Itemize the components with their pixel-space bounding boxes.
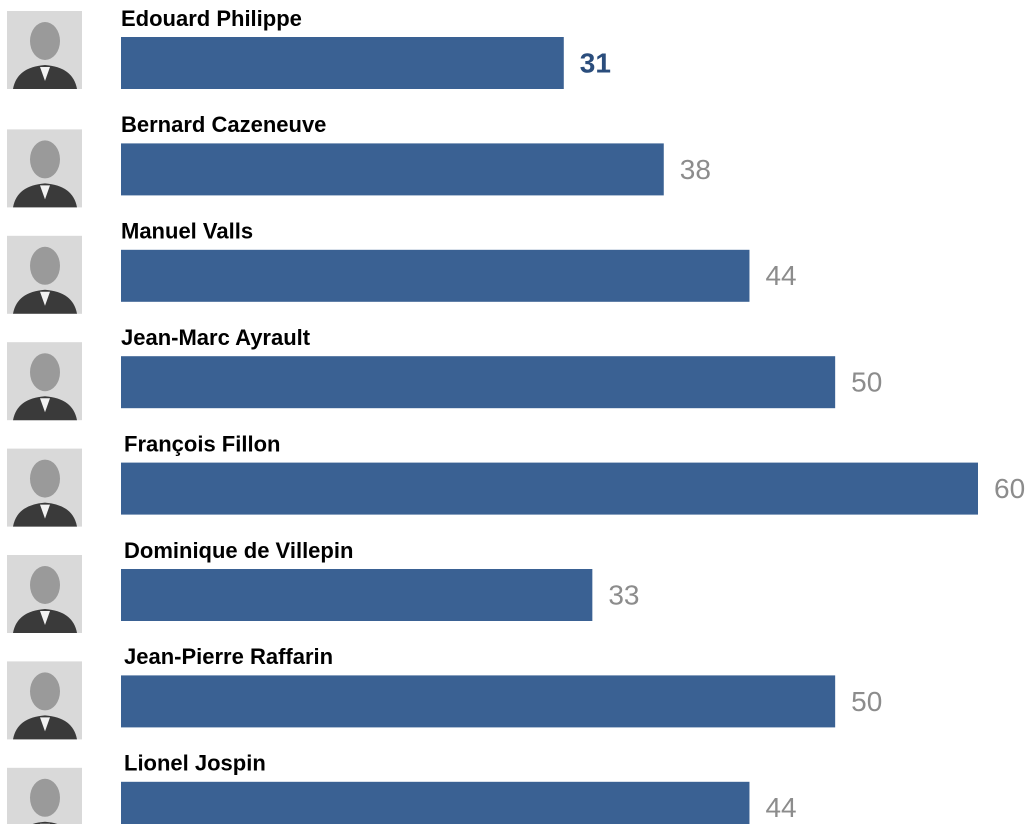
value-label: 50 <box>851 367 882 398</box>
portrait <box>7 767 82 824</box>
value-label: 44 <box>765 260 796 291</box>
portrait <box>7 661 82 740</box>
bar <box>121 675 836 728</box>
portrait <box>7 555 82 633</box>
candidate-name: Dominique de Villepin <box>124 538 353 563</box>
bar <box>121 143 664 196</box>
bar <box>121 569 593 621</box>
candidate-name: Edouard Philippe <box>121 6 302 31</box>
candidate-name: Jean-Marc Ayrault <box>121 325 311 350</box>
value-label: 33 <box>608 579 639 610</box>
bar <box>121 781 750 824</box>
candidate-name: François Fillon <box>124 431 280 456</box>
candidate-name: Manuel Valls <box>121 219 253 244</box>
value-label: 50 <box>851 686 882 717</box>
bar <box>121 249 750 302</box>
bar <box>121 356 836 409</box>
value-label: 31 <box>580 47 611 78</box>
portrait <box>7 235 82 314</box>
candidate-name: Bernard Cazeneuve <box>121 112 326 137</box>
value-label: 38 <box>680 154 711 185</box>
portrait <box>7 342 82 421</box>
portrait <box>7 129 82 208</box>
value-label: 60 <box>994 473 1025 504</box>
portraits <box>7 11 82 824</box>
bar <box>121 462 978 515</box>
portrait <box>7 11 82 89</box>
candidate-name: Jean-Pierre Raffarin <box>124 644 333 669</box>
value-label: 44 <box>765 792 796 823</box>
candidate-name: Lionel Jospin <box>124 751 266 776</box>
portrait <box>7 448 82 527</box>
bar <box>121 37 564 89</box>
